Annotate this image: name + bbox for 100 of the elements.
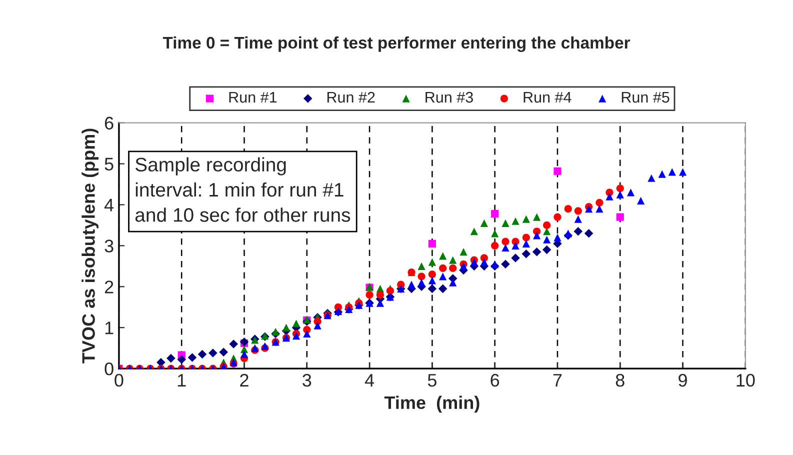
- point: [292, 320, 300, 328]
- annotation: Sample recording interval: 1 min for run #1 and 10 sec for other runs: [135, 157, 350, 222]
- x-tick-label: 4: [364, 374, 374, 386]
- point: [668, 168, 676, 176]
- point: [502, 244, 510, 252]
- point: [229, 340, 238, 348]
- point: [240, 350, 248, 358]
- point: [606, 192, 614, 200]
- y-tick-label: 2: [104, 280, 114, 294]
- point: [616, 184, 624, 192]
- point: [532, 247, 542, 256]
- point: [678, 168, 687, 176]
- point: [522, 215, 530, 223]
- point: [418, 262, 426, 270]
- point: [502, 238, 510, 246]
- point: [418, 272, 426, 280]
- point: [208, 348, 218, 358]
- point: [439, 272, 447, 280]
- point: [438, 284, 448, 294]
- y-tick-label: 0: [104, 362, 114, 376]
- point: [522, 240, 530, 248]
- y-axis-title: TVOC as isobutylene (ppm): [82, 128, 98, 364]
- y-tick-label: 4: [104, 198, 114, 212]
- point: [449, 256, 457, 264]
- point: [616, 213, 624, 221]
- point: [303, 330, 311, 338]
- point: [491, 210, 499, 218]
- point: [480, 258, 488, 266]
- point: [428, 276, 436, 284]
- point: [219, 348, 228, 357]
- point: [177, 355, 186, 364]
- x-tick-label: 0: [114, 374, 124, 387]
- point: [596, 205, 604, 213]
- y-tick-label: 3: [104, 240, 114, 252]
- point: [658, 170, 666, 178]
- point: [512, 217, 520, 225]
- point: [282, 324, 290, 332]
- point: [314, 322, 322, 330]
- point: [543, 236, 551, 244]
- point: [272, 328, 280, 336]
- point: [376, 291, 384, 299]
- x-tick-label: 6: [490, 374, 500, 387]
- point: [626, 188, 635, 196]
- point: [198, 350, 207, 359]
- x-tick-label: 5: [428, 374, 436, 387]
- point: [554, 213, 562, 221]
- point: [502, 219, 510, 227]
- point: [574, 207, 582, 215]
- point: [584, 229, 594, 238]
- point: [470, 228, 478, 236]
- point: [408, 280, 416, 288]
- point: [574, 226, 583, 236]
- point: [512, 242, 520, 250]
- point: [376, 299, 384, 307]
- point: [439, 264, 447, 272]
- point: [449, 278, 457, 286]
- point: [596, 198, 604, 207]
- point: [554, 167, 562, 175]
- point: [386, 286, 394, 295]
- point: [554, 234, 562, 242]
- chart-title: Time 0 = Time point of test performer entering the chamber: [162, 36, 630, 52]
- point: [491, 242, 499, 250]
- x-tick-label: 10: [736, 374, 755, 387]
- point: [574, 215, 582, 223]
- point: [533, 213, 541, 221]
- point: [543, 221, 551, 230]
- point: [428, 258, 436, 266]
- x-tick-label: 1: [178, 374, 186, 386]
- x-axis-title: Time (min): [384, 396, 480, 413]
- point: [522, 234, 530, 242]
- x-tick-label: 3: [302, 374, 312, 387]
- point: [543, 228, 551, 236]
- point: [616, 190, 624, 198]
- point: [501, 260, 510, 269]
- point: [636, 196, 645, 204]
- point: [491, 260, 499, 268]
- point: [449, 264, 457, 272]
- point: [366, 291, 374, 299]
- y-tick-label: 6: [104, 116, 114, 130]
- x-tick-label: 9: [678, 374, 687, 387]
- point: [491, 230, 499, 238]
- point: [418, 278, 426, 286]
- y-tick-label: 1: [105, 322, 114, 334]
- point: [542, 245, 552, 254]
- legend-label: Run #3: [426, 92, 473, 103]
- point: [428, 284, 437, 294]
- point: [522, 250, 531, 258]
- x-tick-label: 7: [553, 374, 562, 386]
- point: [564, 230, 572, 238]
- point: [533, 232, 541, 240]
- point: [460, 248, 468, 256]
- legend-label: Run #1: [229, 92, 277, 103]
- point: [439, 252, 447, 260]
- legend-label: Run #2: [327, 92, 375, 103]
- legend-label: Run #5: [622, 92, 670, 103]
- point: [480, 219, 488, 227]
- x-tick-label: 8: [616, 374, 624, 387]
- point: [511, 254, 520, 262]
- point: [166, 354, 176, 363]
- point: [188, 353, 197, 362]
